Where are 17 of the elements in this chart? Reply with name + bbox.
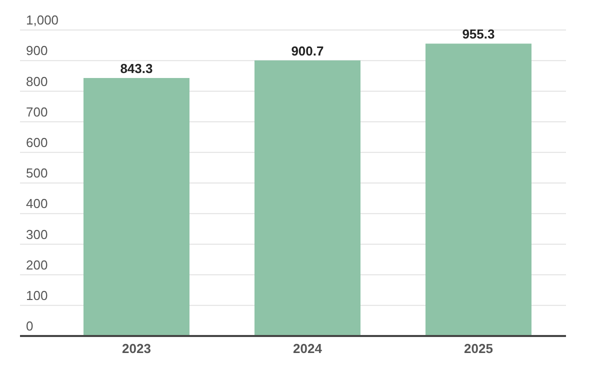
data-label: 900.7 [291, 43, 324, 58]
y-tick-label: 800 [26, 74, 48, 89]
x-tick-label: 2024 [293, 341, 323, 356]
y-tick-label: 0 [26, 318, 34, 334]
y-tick-label: 700 [26, 104, 48, 120]
y-tick-label: 100 [26, 288, 48, 304]
y-tick-label: 300 [26, 226, 48, 242]
y-tick-label: 400 [26, 196, 48, 212]
y-tick-label: 600 [26, 135, 48, 150]
data-label: 843.3 [120, 60, 153, 76]
y-tick-label: 500 [26, 166, 48, 181]
y-tick-label: 200 [26, 257, 48, 272]
y-tick-label: 1,000 [26, 12, 59, 28]
x-tick-label: 2023 [122, 341, 151, 356]
data-label: 955.3 [462, 26, 495, 42]
x-tick-label: 2025 [464, 341, 493, 356]
y-tick-label: 900 [26, 43, 48, 58]
